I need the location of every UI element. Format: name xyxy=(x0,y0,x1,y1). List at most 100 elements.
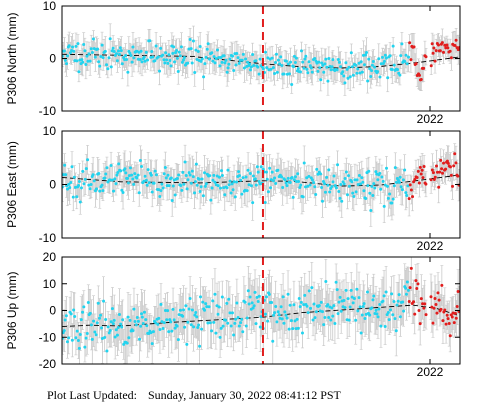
data-point xyxy=(366,79,370,83)
data-point xyxy=(138,337,142,341)
data-point xyxy=(393,317,397,321)
data-point xyxy=(235,180,239,184)
data-point-recent xyxy=(434,164,438,168)
data-point xyxy=(352,194,356,198)
data-point xyxy=(72,175,76,179)
data-point xyxy=(267,292,271,296)
data-point xyxy=(390,292,394,296)
data-point xyxy=(202,75,206,79)
data-point xyxy=(64,314,68,318)
data-point xyxy=(188,297,192,301)
data-point xyxy=(118,46,122,50)
x-tick-label: 2022 xyxy=(417,239,444,253)
data-point xyxy=(370,184,374,188)
data-point xyxy=(193,70,197,74)
data-point xyxy=(159,189,163,193)
data-point xyxy=(63,58,67,62)
data-point xyxy=(83,345,87,349)
data-point-recent xyxy=(438,170,442,174)
data-point xyxy=(380,175,384,179)
data-point xyxy=(65,340,69,344)
data-point xyxy=(282,321,286,325)
data-point xyxy=(99,54,103,58)
data-point xyxy=(254,59,258,63)
data-point-recent xyxy=(432,178,436,182)
data-point xyxy=(363,316,367,320)
data-point xyxy=(194,311,198,315)
data-point xyxy=(272,313,276,317)
data-point xyxy=(263,201,267,205)
data-point xyxy=(345,193,349,197)
data-point xyxy=(309,66,313,70)
data-point xyxy=(81,169,85,173)
data-point xyxy=(205,47,209,51)
data-point xyxy=(308,183,312,187)
data-point xyxy=(109,163,113,167)
data-point xyxy=(132,307,136,311)
data-point xyxy=(382,59,386,63)
data-point xyxy=(98,189,102,193)
data-point xyxy=(331,314,335,318)
data-point xyxy=(233,321,237,325)
data-point xyxy=(354,63,358,67)
data-point xyxy=(296,67,300,71)
data-point xyxy=(66,54,70,58)
data-point xyxy=(290,175,294,179)
data-point xyxy=(317,304,321,308)
data-point-recent xyxy=(456,174,460,178)
data-point xyxy=(84,167,88,171)
data-point xyxy=(183,325,187,329)
data-point xyxy=(344,288,348,292)
data-point-recent xyxy=(424,313,428,317)
data-point xyxy=(74,336,78,340)
data-point xyxy=(229,191,233,195)
data-point xyxy=(186,61,190,65)
data-point-recent xyxy=(419,172,423,176)
data-point xyxy=(396,299,400,303)
data-point xyxy=(367,169,371,173)
data-point xyxy=(103,335,107,339)
data-point xyxy=(336,163,340,167)
data-point xyxy=(196,50,200,54)
data-point xyxy=(123,167,127,171)
data-point xyxy=(84,336,88,340)
data-point xyxy=(313,56,317,60)
data-point xyxy=(193,313,197,317)
data-point xyxy=(63,163,67,167)
data-point xyxy=(97,171,101,175)
data-point-recent xyxy=(441,50,445,54)
data-point xyxy=(282,72,286,76)
data-point xyxy=(396,68,400,72)
data-point xyxy=(75,329,79,333)
data-point xyxy=(385,166,389,170)
data-point xyxy=(143,59,147,63)
data-point xyxy=(200,177,204,181)
data-point xyxy=(310,178,314,182)
data-point-recent xyxy=(409,188,413,192)
data-point xyxy=(274,52,278,56)
data-point xyxy=(319,78,323,82)
data-point xyxy=(377,57,381,61)
data-point xyxy=(163,166,167,170)
data-point xyxy=(306,71,310,75)
data-point-recent xyxy=(445,313,449,317)
data-point xyxy=(348,75,352,79)
data-point xyxy=(286,292,290,296)
data-point xyxy=(198,44,202,48)
data-point xyxy=(177,50,181,54)
data-point xyxy=(188,173,192,177)
data-point xyxy=(91,173,95,177)
data-point xyxy=(207,57,211,61)
data-point xyxy=(217,175,221,179)
data-point xyxy=(161,53,165,57)
data-point xyxy=(124,171,128,175)
data-point xyxy=(386,310,390,314)
data-point xyxy=(280,175,284,179)
chart-panel-3: 20 10 0 -10 -20 2022 P306 Up (mm) xyxy=(5,250,461,379)
data-point xyxy=(240,58,244,62)
data-point xyxy=(276,310,280,314)
data-point xyxy=(406,288,410,292)
data-point xyxy=(305,67,309,71)
data-point xyxy=(373,186,377,190)
data-point xyxy=(125,58,129,62)
